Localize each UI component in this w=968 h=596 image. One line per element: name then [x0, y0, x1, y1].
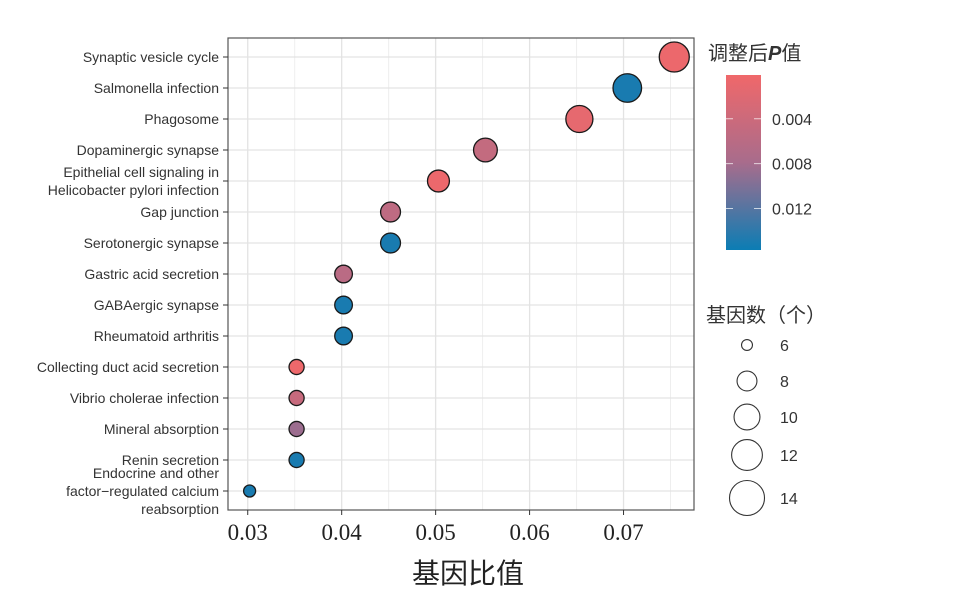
data-point [472, 137, 498, 163]
y-tick-label: Rheumatoid arthritis [94, 328, 219, 344]
x-tick-label: 0.05 [416, 520, 456, 545]
data-point [612, 73, 643, 103]
data-point [565, 104, 594, 134]
x-tick-label: 0.04 [322, 520, 363, 545]
data-points [242, 41, 690, 498]
data-point [242, 484, 257, 498]
size-legend-label: 6 [780, 338, 789, 355]
data-point [426, 169, 451, 193]
color-legend-title: 调整后P值 [708, 42, 801, 65]
color-legend-label: 0.008 [772, 157, 812, 174]
size-legend-label: 12 [780, 448, 798, 465]
data-point [288, 358, 305, 376]
data-point [334, 326, 354, 346]
color-legend-title-italic: P [768, 43, 782, 65]
color-legend-title-suffix: 值 [781, 42, 801, 65]
y-tick-label: Gastric acid secretion [84, 266, 219, 282]
y-tick-label: Phagosome [144, 111, 219, 127]
data-point [379, 201, 402, 223]
x-axis-title: 基因比值 [412, 558, 524, 590]
size-legend-circle [733, 403, 761, 431]
y-tick-label: Salmonella infection [94, 80, 219, 96]
data-point [288, 389, 305, 407]
size-legend-circle [740, 338, 754, 352]
x-tick-label: 0.06 [509, 520, 549, 545]
data-point [658, 41, 690, 73]
y-tick-label: Mineral absorption [104, 421, 219, 437]
size-legend-circle [728, 479, 766, 517]
y-axis: Synaptic vesicle cycle Salmonella infecti… [37, 49, 228, 517]
size-legend-circle [736, 370, 758, 392]
x-tick-label: 0.07 [603, 520, 643, 545]
y-tick-label: Gap junction [140, 204, 219, 220]
size-legend-label: 14 [780, 491, 798, 508]
color-legend-label: 0.004 [772, 112, 812, 129]
size-legend-circle [731, 439, 763, 471]
y-tick-label: Dopaminergic synapse [77, 142, 220, 158]
size-legend-label: 8 [780, 374, 789, 391]
x-tick-label: 0.03 [228, 520, 268, 545]
color-bar [726, 75, 761, 250]
data-point [334, 264, 354, 284]
y-tick-label: Collecting duct acid secretion [37, 359, 219, 375]
data-point [288, 451, 305, 469]
color-legend-label: 0.012 [772, 201, 812, 218]
y-tick-label: Synaptic vesicle cycle [83, 49, 219, 65]
data-point [334, 295, 354, 315]
y-tick-label: Serotonergic synapse [84, 235, 220, 251]
grid-lines [228, 38, 694, 510]
x-axis: 0.03 0.04 0.05 0.06 0.07 [228, 510, 644, 545]
color-legend-title-main: 调整后 [708, 42, 768, 65]
color-legend: 调整后P值 0.004 0.008 0.012 [708, 42, 812, 250]
y-tick-label: Vibrio cholerae infection [70, 390, 219, 406]
y-tick-label: Epithelial cell signaling in Helicobacter… [48, 164, 219, 198]
size-legend: 基因数（个） 6 8 10 12 14 [706, 304, 826, 517]
y-tick-label: Endocrine and other factor−regulated calc… [66, 465, 219, 517]
size-legend-label: 10 [780, 410, 798, 427]
data-point [379, 232, 402, 254]
y-tick-label: GABAergic synapse [94, 297, 219, 313]
data-point [288, 420, 305, 438]
y-tick-label: Renin secretion [122, 452, 219, 468]
size-legend-title: 基因数（个） [706, 304, 826, 327]
